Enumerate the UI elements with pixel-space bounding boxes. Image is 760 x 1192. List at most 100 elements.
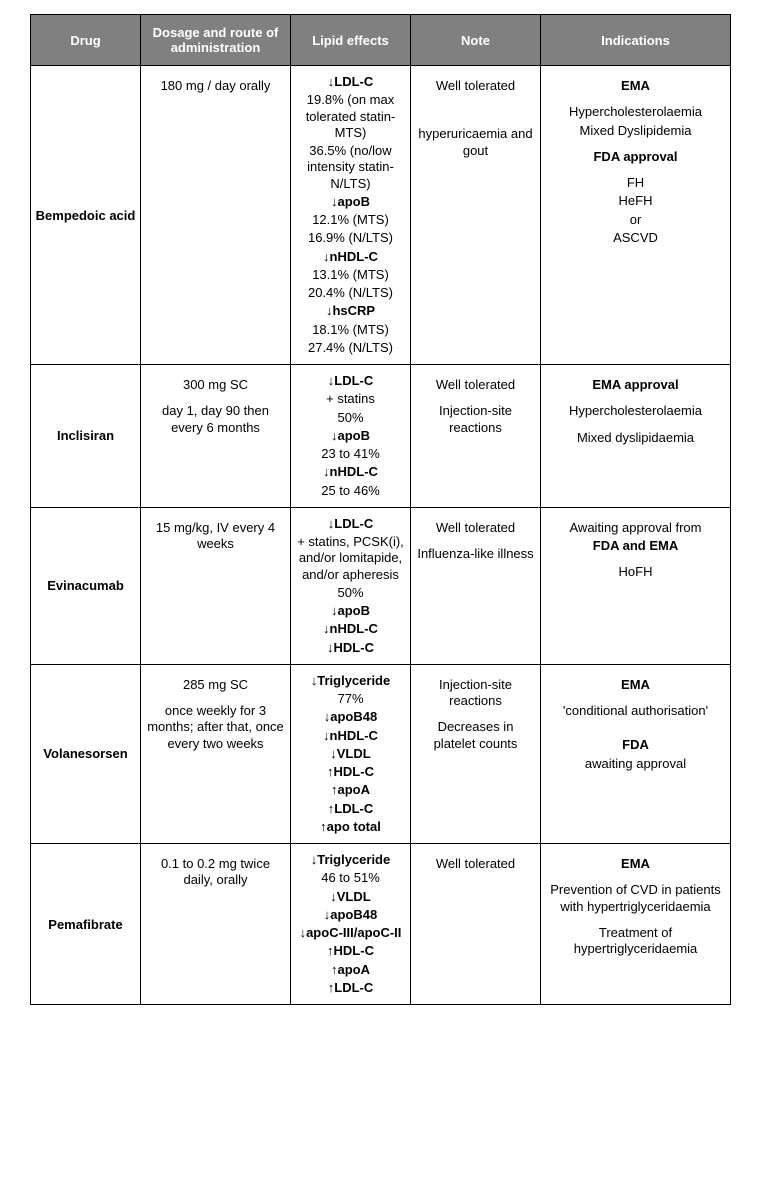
cell-text: 77% <box>295 691 406 707</box>
cell-text: ↑HDL-C <box>295 764 406 780</box>
cell-indications: EMA'conditional authorisation'FDAawaitin… <box>541 664 731 843</box>
cell-text: ↑LDL-C <box>295 801 406 817</box>
cell-note: Well toleratedInfluenza-like illness <box>411 507 541 664</box>
cell-text: FH <box>545 175 726 191</box>
cell-text: ↑HDL-C <box>295 943 406 959</box>
cell-lipid: ↓Triglyceride 77% ↓apoB48 ↓nHDL-C ↓VLDL ↑HDL-… <box>291 664 411 843</box>
table-row: Volanesorsen285 mg SConce weekly for 3 m… <box>31 664 731 843</box>
cell-dosage: 285 mg SConce weekly for 3 months; after… <box>141 664 291 843</box>
cell-text: hyperuricaemia and gout <box>415 126 536 159</box>
cell-indications: EMA Prevention of CVD in patients with hy… <box>541 844 731 1005</box>
cell-text: ↓LDL-C <box>295 74 406 90</box>
col-dosage: Dosage and route of administration <box>141 15 291 66</box>
cell-lipid: ↓LDL-C+ statins, PCSK(i), and/or lomitap… <box>291 507 411 664</box>
cell-text: ↓nHDL-C <box>295 464 406 480</box>
cell-text: 20.4% (N/LTS) <box>295 285 406 301</box>
cell-drug: Evinacumab <box>31 507 141 664</box>
cell-text: ↓LDL-C <box>295 516 406 532</box>
cell-text: 285 mg SC <box>145 677 286 693</box>
cell-text: 25 to 46% <box>295 483 406 499</box>
cell-indications: EMA approval Hypercholesterolaemia Mixed d… <box>541 365 731 508</box>
cell-text: HoFH <box>545 564 726 580</box>
cell-text: 0.1 to 0.2 mg twice daily, orally <box>145 856 286 889</box>
cell-text: EMA <box>545 856 726 872</box>
table-row: Inclisiran300 mg SCday 1, day 90 then ev… <box>31 365 731 508</box>
cell-text: 13.1% (MTS) <box>295 267 406 283</box>
cell-text: ASCVD <box>545 230 726 246</box>
table-header-row: Drug Dosage and route of administration … <box>31 15 731 66</box>
cell-lipid: ↓LDL-C+ statins50%↓apoB23 to 41%↓nHDL-C2… <box>291 365 411 508</box>
cell-text: 46 to 51% <box>295 870 406 886</box>
cell-text: ↓nHDL-C <box>295 249 406 265</box>
cell-text: FDA approval <box>545 149 726 165</box>
cell-text: Hypercholesterolaemia <box>545 104 726 120</box>
cell-text: + statins <box>295 391 406 407</box>
cell-text: ↓nHDL-C <box>295 621 406 637</box>
cell-text: EMA <box>545 677 726 693</box>
cell-text: Mixed Dyslipidemia <box>545 123 726 139</box>
cell-text: Decreases in platelet counts <box>415 719 536 752</box>
drug-table: Drug Dosage and route of administration … <box>30 14 731 1005</box>
cell-text: ↓VLDL <box>295 746 406 762</box>
cell-text: or <box>545 212 726 228</box>
cell-text: ↓Triglyceride <box>295 852 406 868</box>
cell-text: FDA <box>545 737 726 753</box>
cell-text: FDA and EMA <box>545 538 726 554</box>
cell-text: Well tolerated <box>415 78 536 94</box>
cell-text: 36.5% (no/low intensity statin- N/LTS) <box>295 143 406 192</box>
cell-dosage: 180 mg / day orally <box>141 66 291 365</box>
cell-text: Awaiting approval from <box>545 520 726 536</box>
cell-text: 180 mg / day orally <box>145 78 286 94</box>
cell-text: 50% <box>295 410 406 426</box>
cell-text: Injection-site reactions <box>415 677 536 710</box>
cell-text: Well tolerated <box>415 856 536 872</box>
cell-text: awaiting approval <box>545 756 726 772</box>
cell-indications: Awaiting approval from FDA and EMA HoFH <box>541 507 731 664</box>
cell-text: Mixed dyslipidaemia <box>545 430 726 446</box>
cell-text: 16.9% (N/LTS) <box>295 230 406 246</box>
cell-text: Hypercholesterolaemia <box>545 403 726 419</box>
cell-drug: Volanesorsen <box>31 664 141 843</box>
cell-text: 300 mg SC <box>145 377 286 393</box>
cell-text: Prevention of CVD in patients with hyper… <box>545 882 726 915</box>
col-drug: Drug <box>31 15 141 66</box>
cell-text: ↓Triglyceride <box>295 673 406 689</box>
table-row: Evinacumab15 mg/kg, IV every 4 weeks↓LDL… <box>31 507 731 664</box>
cell-note: Well tolerated <box>411 844 541 1005</box>
cell-lipid: ↓LDL-C19.8% (on max tolerated statin-MTS… <box>291 66 411 365</box>
table-row: Bempedoic acid180 mg / day orally↓LDL-C1… <box>31 66 731 365</box>
cell-text: ↓nHDL-C <box>295 728 406 744</box>
cell-text: ↑apo total <box>295 819 406 835</box>
cell-drug: Bempedoic acid <box>31 66 141 365</box>
table-body: Bempedoic acid180 mg / day orally↓LDL-C1… <box>31 66 731 1005</box>
cell-text: ↓VLDL <box>295 889 406 905</box>
cell-text: ↓apoB <box>295 603 406 619</box>
table-row: Pemafibrate0.1 to 0.2 mg twice daily, or… <box>31 844 731 1005</box>
cell-dosage: 0.1 to 0.2 mg twice daily, orally <box>141 844 291 1005</box>
cell-note: Well toleratedInjection-site reactions <box>411 365 541 508</box>
cell-text: HeFH <box>545 193 726 209</box>
cell-text: 50% <box>295 585 406 601</box>
cell-text: 15 mg/kg, IV every 4 weeks <box>145 520 286 553</box>
cell-text: ↓apoB <box>295 194 406 210</box>
col-indications: Indications <box>541 15 731 66</box>
cell-text: Well tolerated <box>415 520 536 536</box>
col-note: Note <box>411 15 541 66</box>
cell-text: day 1, day 90 then every 6 months <box>145 403 286 436</box>
cell-text: EMA <box>545 78 726 94</box>
col-lipid: Lipid effects <box>291 15 411 66</box>
cell-text: ↑apoA <box>295 782 406 798</box>
cell-indications: EMA Hypercholesterolaemia Mixed Dyslipidem… <box>541 66 731 365</box>
cell-text: 23 to 41% <box>295 446 406 462</box>
cell-text: Well tolerated <box>415 377 536 393</box>
cell-dosage: 15 mg/kg, IV every 4 weeks <box>141 507 291 664</box>
cell-lipid: ↓Triglyceride46 to 51%↓VLDL↓apoB48↓apoC-… <box>291 844 411 1005</box>
cell-text: EMA approval <box>545 377 726 393</box>
cell-text: ↑LDL-C <box>295 980 406 996</box>
cell-text: ↓apoB48 <box>295 709 406 725</box>
cell-text: 27.4% (N/LTS) <box>295 340 406 356</box>
cell-text: 18.1% (MTS) <box>295 322 406 338</box>
cell-text: ↑apoA <box>295 962 406 978</box>
cell-text: ↓apoB48 <box>295 907 406 923</box>
cell-text: 12.1% (MTS) <box>295 212 406 228</box>
